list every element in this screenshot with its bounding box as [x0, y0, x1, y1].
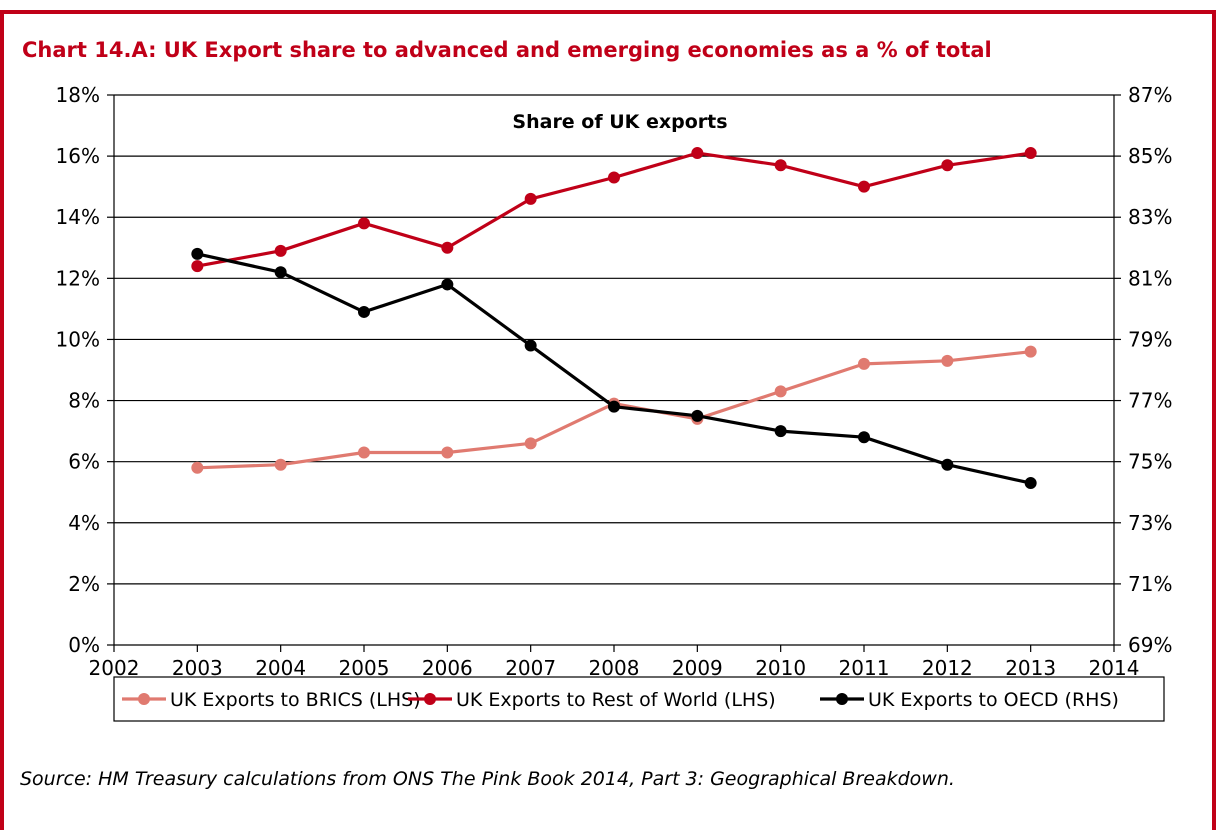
data-point	[691, 409, 704, 422]
x-tick-labels: 2002 2003 2004 2005 2006 2007 2008 2009 2010 2011…	[89, 656, 1140, 680]
data-point	[191, 247, 204, 260]
data-point	[358, 446, 370, 459]
legend: UK Exports to BRICS (LHS) UK Exports to R…	[113, 676, 1165, 722]
right-y-tick-label: 83%	[1128, 205, 1172, 229]
left-y-tick-label: 0%	[68, 633, 100, 657]
right-y-tick-label: 73%	[1128, 511, 1172, 535]
data-point	[358, 305, 370, 318]
right-y-tick-label: 81%	[1128, 266, 1172, 290]
legend-swatch-marker	[424, 693, 436, 705]
data-point	[774, 385, 787, 398]
legend-swatch-marker	[836, 693, 848, 705]
data-point	[524, 339, 537, 352]
legend-label: UK Exports to Rest of World (LHS)	[456, 689, 776, 711]
data-point	[358, 217, 370, 230]
data-point	[774, 425, 787, 438]
left-y-tick-labels: 0% 2% 4% 6% 8% 10% 12% 14% 16% 18%	[56, 83, 100, 657]
x-tick-label: 2009	[672, 656, 723, 680]
data-point	[858, 431, 870, 444]
data-point	[441, 278, 454, 291]
data-point	[1024, 477, 1037, 490]
data-point	[441, 241, 454, 254]
chart-frame	[0, 10, 1216, 830]
chart-title: Chart 14.A: UK Export share to advanced …	[22, 38, 992, 62]
x-tick-label: 2012	[922, 656, 973, 680]
series-line-3	[196, 252, 1032, 485]
data-point	[608, 171, 620, 184]
right-y-tick-label: 71%	[1128, 572, 1172, 596]
right-y-tick-label: 85%	[1128, 144, 1172, 168]
data-point	[691, 147, 704, 160]
plot-title: Share of UK exports	[512, 111, 727, 133]
x-tick-label: 2002	[89, 656, 140, 680]
x-tick-label: 2010	[755, 656, 806, 680]
x-tick-label: 2005	[339, 656, 390, 680]
data-point	[1024, 147, 1037, 160]
data-point	[858, 357, 870, 370]
x-tick-label: 2007	[505, 656, 556, 680]
data-point	[858, 180, 870, 193]
left-y-tick-label: 16%	[56, 144, 100, 168]
right-y-tick-labels: 69% 71% 73% 75% 77% 79% 81% 83% 85% 87%	[1128, 83, 1172, 657]
data-point	[274, 458, 287, 471]
right-y-tick-label: 77%	[1128, 389, 1172, 413]
gridlines	[114, 94, 1114, 585]
data-point	[274, 266, 287, 279]
data-point	[941, 354, 954, 367]
axes	[107, 94, 1121, 652]
left-y-tick-label: 10%	[56, 327, 100, 351]
data-point	[941, 159, 954, 172]
data-point	[274, 244, 287, 257]
x-tick-label: 2006	[422, 656, 473, 680]
right-y-tick-label: 69%	[1128, 633, 1172, 657]
left-y-tick-label: 12%	[56, 266, 100, 290]
x-tick-label: 2008	[589, 656, 640, 680]
data-point	[441, 446, 454, 459]
series-line-2	[197, 151, 1031, 268]
x-tick-label: 2011	[839, 656, 890, 680]
legend-swatch-marker	[138, 693, 150, 705]
left-y-tick-label: 18%	[56, 83, 100, 107]
source-note: Source: HM Treasury calculations from ON…	[20, 768, 955, 790]
left-y-tick-label: 6%	[68, 450, 100, 474]
data-point	[608, 400, 620, 413]
data-point	[524, 437, 537, 450]
legend-box	[113, 676, 1165, 722]
data-point	[191, 260, 204, 273]
right-y-tick-label: 79%	[1128, 327, 1172, 351]
data-point	[1024, 345, 1037, 358]
left-y-tick-label: 2%	[68, 572, 100, 596]
data-point	[524, 192, 537, 205]
right-y-tick-label: 87%	[1128, 83, 1172, 107]
data-point	[774, 159, 787, 172]
legend-label: UK Exports to BRICS (LHS)	[170, 689, 421, 711]
x-tick-label: 2014	[1089, 656, 1140, 680]
data-point	[191, 461, 204, 474]
left-y-tick-label: 8%	[68, 389, 100, 413]
x-tick-label: 2004	[255, 656, 306, 680]
x-tick-label: 2013	[1005, 656, 1056, 680]
right-y-tick-label: 75%	[1128, 450, 1172, 474]
left-y-tick-label: 4%	[68, 511, 100, 535]
legend-label: UK Exports to OECD (RHS)	[868, 689, 1119, 711]
x-tick-label: 2003	[172, 656, 223, 680]
data-point	[941, 458, 954, 471]
series-lines	[191, 147, 1037, 490]
left-y-tick-label: 14%	[56, 205, 100, 229]
